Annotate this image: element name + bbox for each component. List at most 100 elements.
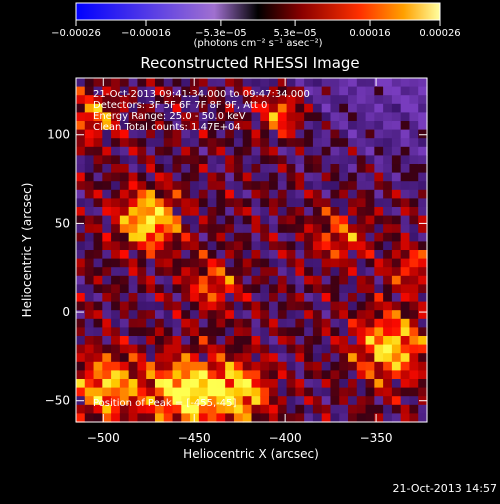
heatmap-cell — [295, 189, 305, 199]
heatmap-cell — [391, 215, 402, 225]
heatmap-cell — [339, 413, 349, 423]
heatmap-cell — [76, 387, 86, 397]
heatmap-cell — [277, 318, 288, 328]
heatmap-cell — [277, 172, 288, 182]
heatmap-cell — [181, 361, 191, 371]
heatmap-cell — [374, 275, 384, 285]
heatmap-cell — [154, 189, 165, 199]
heatmap-cell — [190, 121, 200, 131]
heatmap-cell — [356, 301, 367, 311]
heatmap-cell — [277, 353, 288, 363]
heatmap-cell — [84, 353, 95, 363]
heatmap-cell — [216, 353, 226, 363]
heatmap-cell — [93, 112, 103, 122]
heatmap-cell — [330, 86, 340, 96]
heatmap-cell — [321, 387, 332, 397]
heatmap-cell — [207, 155, 217, 165]
heatmap-cell — [374, 78, 384, 88]
heatmap-cell — [137, 379, 147, 389]
heatmap-cell — [84, 95, 95, 105]
heatmap-cell — [242, 413, 253, 423]
heatmap-cell — [374, 155, 384, 165]
heatmap-cell — [242, 224, 253, 234]
heatmap-cell — [295, 318, 305, 328]
heatmap-cell — [128, 318, 139, 328]
heatmap-cell — [277, 207, 288, 217]
heatmap-cell — [356, 78, 367, 88]
heatmap-cell — [400, 361, 411, 371]
heatmap-cell — [321, 78, 332, 88]
heatmap-cell — [172, 310, 182, 320]
heatmap-cell — [93, 267, 103, 277]
heatmap-cell — [102, 413, 112, 423]
heatmap-cell — [418, 336, 428, 346]
heatmap-cell — [304, 267, 314, 277]
heatmap-cell — [312, 404, 323, 414]
heatmap-cell — [409, 146, 419, 156]
heatmap-cell — [251, 284, 261, 294]
heatmap-cell — [216, 370, 226, 380]
heatmap-cell — [391, 258, 402, 268]
annotation-time-range: 21-Oct-2013 09:41:34.000 to 09:47:34.000 — [93, 89, 310, 100]
heatmap-cell — [383, 172, 393, 182]
heatmap-cell — [198, 336, 209, 346]
heatmap-cell — [356, 327, 367, 337]
heatmap-cell — [391, 379, 402, 389]
heatmap-cell — [330, 396, 340, 406]
heatmap-cell — [111, 344, 121, 354]
heatmap-cell — [181, 336, 191, 346]
heatmap-cell — [339, 215, 349, 225]
heatmap-cell — [242, 215, 253, 225]
heatmap-cell — [111, 78, 121, 88]
heatmap-cell — [93, 387, 103, 397]
heatmap-cell — [93, 379, 103, 389]
heatmap-cell — [304, 327, 314, 337]
heatmap-cell — [365, 336, 375, 346]
heatmap-cell — [321, 138, 332, 148]
heatmap-cell — [356, 370, 367, 380]
heatmap-cell — [312, 129, 323, 139]
heatmap-cell — [172, 258, 182, 268]
heatmap-cell — [356, 215, 367, 225]
heatmap-cell — [269, 310, 279, 320]
heatmap-cell — [137, 155, 147, 165]
heatmap-cell — [233, 284, 244, 294]
heatmap-cell — [207, 396, 217, 406]
heatmap-cell — [225, 370, 235, 380]
heatmap-cell — [163, 189, 174, 199]
heatmap-cell — [181, 379, 191, 389]
heatmap-cell — [76, 353, 86, 363]
heatmap-cell — [216, 181, 226, 191]
heatmap-cell — [277, 370, 288, 380]
heatmap-cell — [84, 413, 95, 423]
heatmap-cell — [190, 336, 200, 346]
heatmap-cell — [312, 370, 323, 380]
x-tick-label: −400 — [269, 431, 302, 445]
heatmap-cell — [102, 250, 112, 260]
heatmap-cell — [172, 138, 182, 148]
heatmap-cell — [207, 379, 217, 389]
heatmap-cell — [286, 207, 296, 217]
heatmap-cell — [207, 78, 217, 88]
heatmap-cell — [374, 353, 384, 363]
heatmap-cell — [225, 379, 235, 389]
heatmap-cell — [295, 181, 305, 191]
heatmap-cell — [330, 370, 340, 380]
heatmap-cell — [172, 121, 182, 131]
heatmap-cell — [400, 250, 411, 260]
heatmap-cell — [216, 413, 226, 423]
heatmap-cell — [312, 275, 323, 285]
heatmap-cell — [286, 396, 296, 406]
heatmap-cell — [242, 181, 253, 191]
heatmap-cell — [295, 121, 305, 131]
heatmap-cell — [76, 146, 86, 156]
heatmap-cell — [330, 78, 340, 88]
heatmap-cell — [304, 129, 314, 139]
heatmap-cell — [339, 284, 349, 294]
heatmap-cell — [365, 413, 375, 423]
heatmap-cell — [102, 172, 112, 182]
heatmap-cell — [374, 86, 384, 96]
heatmap-cell — [277, 387, 288, 397]
heatmap-cell — [216, 224, 226, 234]
